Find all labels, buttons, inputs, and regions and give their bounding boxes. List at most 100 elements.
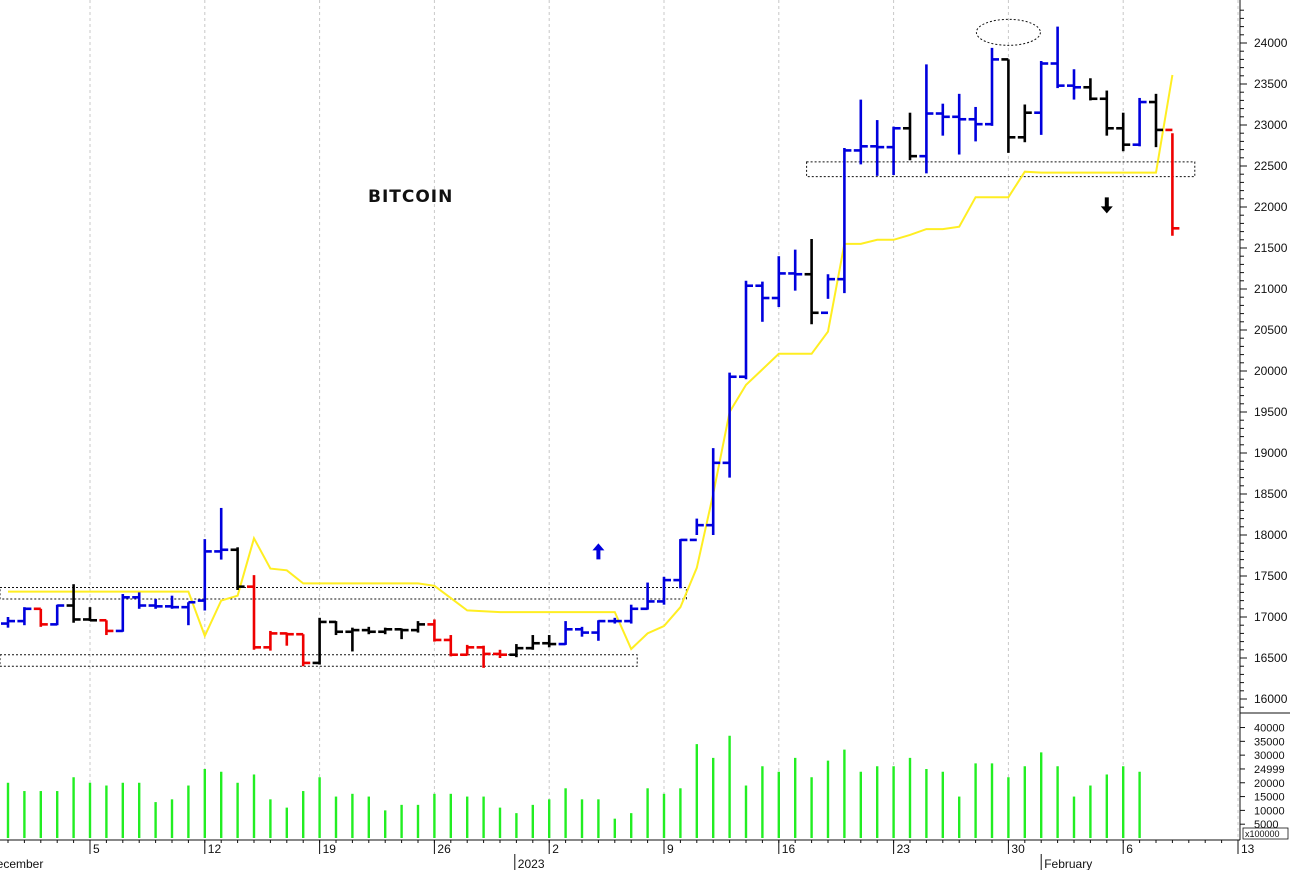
ohlc-bar xyxy=(115,594,130,633)
ohlc-bar xyxy=(706,448,721,535)
ohlc-bar xyxy=(689,518,704,542)
price-tick-label: 24000 xyxy=(1254,36,1288,50)
up-arrow xyxy=(592,543,605,560)
ohlc-bar xyxy=(985,47,999,126)
support-box xyxy=(806,161,1196,178)
ohlc-bar xyxy=(870,120,885,176)
ohlc-bar xyxy=(952,93,967,155)
x-tick-label: 9 xyxy=(667,842,674,856)
ohlc-bar xyxy=(345,627,360,652)
x-tick-label: 16 xyxy=(782,842,796,856)
ohlc-bar xyxy=(771,256,786,308)
grid xyxy=(89,0,1239,840)
ohlc-bar xyxy=(165,595,179,609)
price-tick-label: 23500 xyxy=(1254,77,1288,91)
volume-tick-label: 40000 xyxy=(1254,723,1285,735)
price-tick-label: 20500 xyxy=(1254,323,1288,337)
ohlc-bar xyxy=(394,627,409,640)
ohlc-bar xyxy=(132,592,147,609)
x-tick-label: 2 xyxy=(552,842,559,856)
support-box xyxy=(0,586,687,600)
price-tick-label: 17000 xyxy=(1254,610,1288,624)
ohlc-bar xyxy=(460,644,475,657)
price-tick-label: 17500 xyxy=(1254,569,1288,583)
ohlc-bar xyxy=(312,617,327,665)
ohlc-bar xyxy=(1149,93,1163,148)
trailing-line xyxy=(8,74,1174,651)
ohlc-bar xyxy=(968,106,983,142)
month-label: February xyxy=(1044,857,1092,870)
ohlc-bar xyxy=(903,112,917,161)
volume-unit-box xyxy=(1242,827,1289,840)
top-ellipse xyxy=(975,18,1041,46)
ohlc-bar xyxy=(296,632,311,667)
support-boxes xyxy=(0,161,1196,667)
ohlc-bar xyxy=(821,274,835,315)
x-tick-label: 23 xyxy=(897,842,911,856)
ohlc-bar xyxy=(1083,78,1098,101)
ohlc-bar xyxy=(1001,58,1016,153)
ohlc-bar xyxy=(83,607,97,622)
ohlc-bar xyxy=(99,618,114,636)
ohlc-bar xyxy=(837,147,852,294)
ohlc-bar xyxy=(935,103,950,136)
ohlc-bar xyxy=(1099,90,1114,136)
price-tick-label: 16000 xyxy=(1254,692,1288,706)
ohlc-bar xyxy=(1017,104,1032,143)
x-tick-label: 30 xyxy=(1011,842,1025,856)
ohlc-bar xyxy=(279,632,294,646)
ohlc-bar xyxy=(1034,61,1049,135)
trailing-stop-line xyxy=(8,74,1174,651)
ohlc-bar xyxy=(476,645,491,668)
ohlc-bar xyxy=(443,635,458,657)
down-arrow xyxy=(1100,197,1113,214)
ohlc-bar xyxy=(411,621,425,633)
ohlc-bar xyxy=(722,372,737,478)
ohlc-bar xyxy=(1165,128,1180,236)
ohlc-bar xyxy=(607,617,622,624)
volume-tick-label: 24999 xyxy=(1254,764,1285,776)
price-tick-label: 18000 xyxy=(1254,528,1288,542)
x-tick-label: 5 xyxy=(93,842,100,856)
volume-tick-label: 10000 xyxy=(1254,805,1285,817)
ohlc-bar xyxy=(509,644,524,658)
price-tick-label: 18500 xyxy=(1254,487,1288,501)
ohlc-bar xyxy=(263,630,278,651)
volume-bars xyxy=(6,735,1141,838)
ohlc-bar xyxy=(673,538,688,589)
x-tick-label: 12 xyxy=(208,842,222,856)
price-tick-label: 19500 xyxy=(1254,405,1288,419)
ohlc-bar xyxy=(247,575,261,650)
volume-tick-label: 30000 xyxy=(1254,750,1285,762)
ohlc-bar xyxy=(427,619,442,642)
ohlc-bar xyxy=(591,619,606,641)
ohlc-bars xyxy=(1,26,1180,668)
ohlc-bar xyxy=(230,547,245,590)
ohlc-bar xyxy=(1067,69,1081,100)
month-label: December xyxy=(0,857,43,870)
ohlc-bar xyxy=(33,607,48,627)
ohlc-bar xyxy=(148,598,163,609)
ohlc-bar xyxy=(657,576,671,605)
ohlc-bar xyxy=(739,280,753,380)
ohlc-bar xyxy=(50,604,65,626)
price-tick-label: 23000 xyxy=(1254,118,1288,132)
price-tick-label: 19000 xyxy=(1254,446,1288,460)
x-tick-label: 13 xyxy=(1241,842,1255,856)
ohlc-bar xyxy=(197,539,212,611)
price-tick-label: 22500 xyxy=(1254,159,1288,173)
ohlc-bar xyxy=(575,626,589,637)
volume-tick-label: 35000 xyxy=(1254,736,1285,748)
ohlc-bar xyxy=(525,635,540,650)
ohlc-bar xyxy=(378,627,393,635)
ohlc-bar xyxy=(624,604,639,624)
ohlc-bar xyxy=(886,126,901,176)
volume-tick-label: 15000 xyxy=(1254,792,1285,804)
volume-tick-label: 20000 xyxy=(1254,778,1285,790)
ohlc-bar xyxy=(542,635,557,648)
price-tick-label: 22000 xyxy=(1254,200,1288,214)
month-label: 2023 xyxy=(518,857,545,870)
ohlc-bar xyxy=(558,621,573,646)
